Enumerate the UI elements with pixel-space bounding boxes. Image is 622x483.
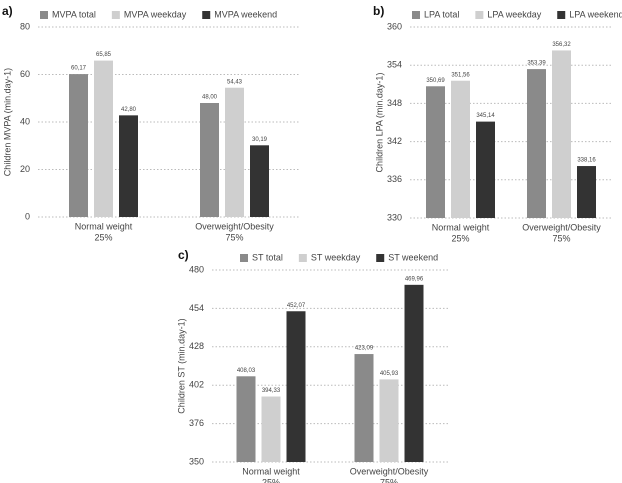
legend-swatch bbox=[475, 11, 484, 19]
y-tick-label: 354 bbox=[387, 60, 402, 70]
value-label: 351,56 bbox=[451, 72, 470, 78]
value-label: 54,43 bbox=[227, 79, 243, 85]
y-tick-label: 360 bbox=[387, 21, 402, 31]
y-axis-label: Children LPA (min.day-1) bbox=[374, 73, 384, 173]
legend-label: ST total bbox=[252, 252, 283, 262]
bar bbox=[94, 60, 113, 218]
bar bbox=[250, 145, 269, 217]
legend-label: LPA weekend bbox=[569, 9, 622, 19]
y-tick-label: 0 bbox=[25, 211, 30, 221]
value-label: 423,09 bbox=[355, 346, 374, 352]
bar bbox=[200, 103, 219, 217]
panel-label: a) bbox=[2, 4, 13, 18]
value-label: 408,03 bbox=[237, 368, 256, 374]
bar bbox=[379, 379, 399, 462]
x-tick-share: 25% bbox=[451, 233, 469, 243]
y-tick-label: 402 bbox=[189, 380, 204, 390]
value-label: 60,17 bbox=[71, 66, 87, 72]
bar bbox=[577, 166, 596, 218]
legend-swatch bbox=[298, 254, 307, 262]
x-tick-share: 25% bbox=[262, 477, 280, 483]
value-label: 345,14 bbox=[476, 113, 495, 119]
value-label: 452,07 bbox=[287, 303, 306, 309]
bar bbox=[225, 87, 244, 217]
legend-label: LPA total bbox=[424, 9, 459, 19]
value-label: 42,80 bbox=[121, 107, 137, 113]
legend-swatch bbox=[202, 11, 211, 19]
value-label: 338,16 bbox=[577, 158, 596, 164]
bar bbox=[69, 74, 88, 217]
bar bbox=[236, 376, 256, 462]
y-tick-label: 336 bbox=[387, 174, 402, 184]
value-label: 350,69 bbox=[426, 78, 445, 84]
value-label: 405,93 bbox=[380, 371, 399, 377]
x-tick-share: 75% bbox=[380, 477, 398, 483]
value-label: 30,19 bbox=[252, 137, 268, 143]
legend-swatch bbox=[240, 254, 248, 262]
bar bbox=[404, 284, 424, 462]
bar bbox=[527, 69, 546, 218]
value-label: 356,32 bbox=[552, 42, 571, 48]
bar bbox=[476, 121, 495, 218]
value-label: 469,96 bbox=[405, 276, 424, 282]
bar bbox=[119, 115, 138, 217]
y-tick-label: 330 bbox=[387, 212, 402, 222]
legend-label: MVPA weekday bbox=[124, 9, 187, 19]
panel-label: c) bbox=[178, 248, 189, 262]
x-tick-label: Normal weight bbox=[75, 221, 133, 231]
legend-label: LPA weekday bbox=[487, 9, 541, 19]
y-tick-label: 60 bbox=[20, 69, 30, 79]
y-tick-label: 480 bbox=[189, 264, 204, 274]
bar bbox=[286, 311, 306, 462]
legend-swatch bbox=[40, 11, 48, 19]
legend-swatch bbox=[111, 11, 120, 19]
x-tick-label: Overweight/Obesity bbox=[350, 466, 429, 476]
y-tick-label: 40 bbox=[20, 116, 30, 126]
y-tick-label: 454 bbox=[189, 303, 204, 313]
y-tick-label: 376 bbox=[189, 418, 204, 428]
bar bbox=[354, 354, 374, 462]
y-tick-label: 80 bbox=[20, 21, 30, 31]
legend-swatch bbox=[376, 254, 385, 262]
x-tick-label: Overweight/Obesity bbox=[522, 222, 601, 232]
y-tick-label: 20 bbox=[20, 164, 30, 174]
legend-swatch bbox=[557, 11, 566, 19]
y-tick-label: 428 bbox=[189, 341, 204, 351]
legend-label: ST weekday bbox=[311, 252, 361, 262]
bar bbox=[426, 86, 445, 218]
y-axis-label: Children ST (min.day-1) bbox=[176, 318, 186, 413]
x-tick-label: Overweight/Obesity bbox=[195, 221, 274, 231]
x-tick-label: Normal weight bbox=[432, 222, 490, 232]
value-label: 394,33 bbox=[262, 388, 281, 394]
y-tick-label: 348 bbox=[387, 98, 402, 108]
x-tick-label: Normal weight bbox=[242, 466, 300, 476]
value-label: 48,00 bbox=[202, 95, 218, 101]
x-tick-share: 75% bbox=[225, 232, 243, 242]
bar bbox=[552, 50, 571, 218]
y-tick-label: 350 bbox=[189, 456, 204, 466]
legend-label: MVPA weekend bbox=[214, 9, 277, 19]
y-axis-label: Children MVPA (min.day-1) bbox=[2, 68, 12, 176]
bar bbox=[451, 80, 470, 218]
y-tick-label: 342 bbox=[387, 136, 402, 146]
legend-swatch bbox=[412, 11, 420, 19]
legend-label: MVPA total bbox=[52, 9, 96, 19]
x-tick-share: 25% bbox=[94, 232, 112, 242]
value-label: 65,85 bbox=[96, 52, 112, 58]
bar bbox=[261, 396, 281, 462]
value-label: 353,39 bbox=[527, 61, 546, 67]
panel-label: b) bbox=[373, 4, 384, 18]
x-tick-share: 75% bbox=[552, 233, 570, 243]
legend-label: ST weekend bbox=[388, 252, 438, 262]
